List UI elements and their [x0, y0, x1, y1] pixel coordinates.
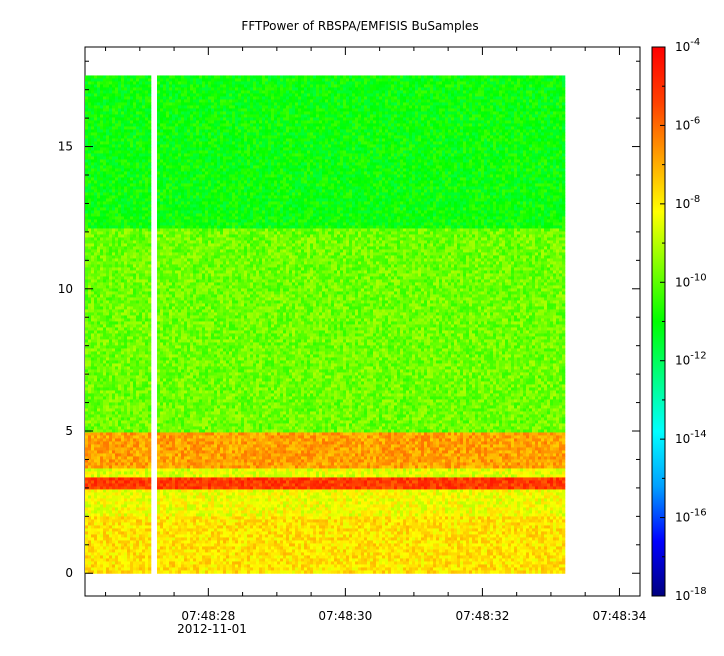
colorbar-axis: 10-4 10-6 10-8 10-10 10-12 10-14 10-16 10-18 [660, 37, 707, 603]
x-tick-label: 07:48:34 [592, 609, 646, 623]
x-date-label: 2012-11-01 [177, 622, 247, 636]
colorbar-tick-label: 10-16 [675, 508, 707, 525]
y-tick-label: 15 [58, 140, 73, 154]
y-tick-label: 5 [65, 424, 73, 438]
y-tick-label: 10 [58, 282, 73, 296]
colorbar-tick-label: 10-18 [675, 586, 707, 603]
x-tick-label: 07:48:28 [181, 609, 235, 623]
chart-title: FFTPower of RBSPA/EMFISIS BuSamples [241, 19, 478, 33]
colorbar-tick-label: 10-10 [675, 272, 707, 289]
x-tick-label: 07:48:30 [318, 609, 372, 623]
x-tick-label: 07:48:32 [455, 609, 509, 623]
y-tick-label: 0 [65, 566, 73, 580]
spectrogram-image [85, 75, 565, 573]
colorbar-tick-label: 10-8 [675, 194, 700, 211]
colorbar-tick-label: 10-12 [675, 351, 707, 368]
colorbar-tick-label: 10-6 [675, 115, 700, 132]
colorbar-tick-label: 10-4 [675, 37, 700, 54]
colorbar-tick-label: 10-14 [675, 429, 707, 446]
